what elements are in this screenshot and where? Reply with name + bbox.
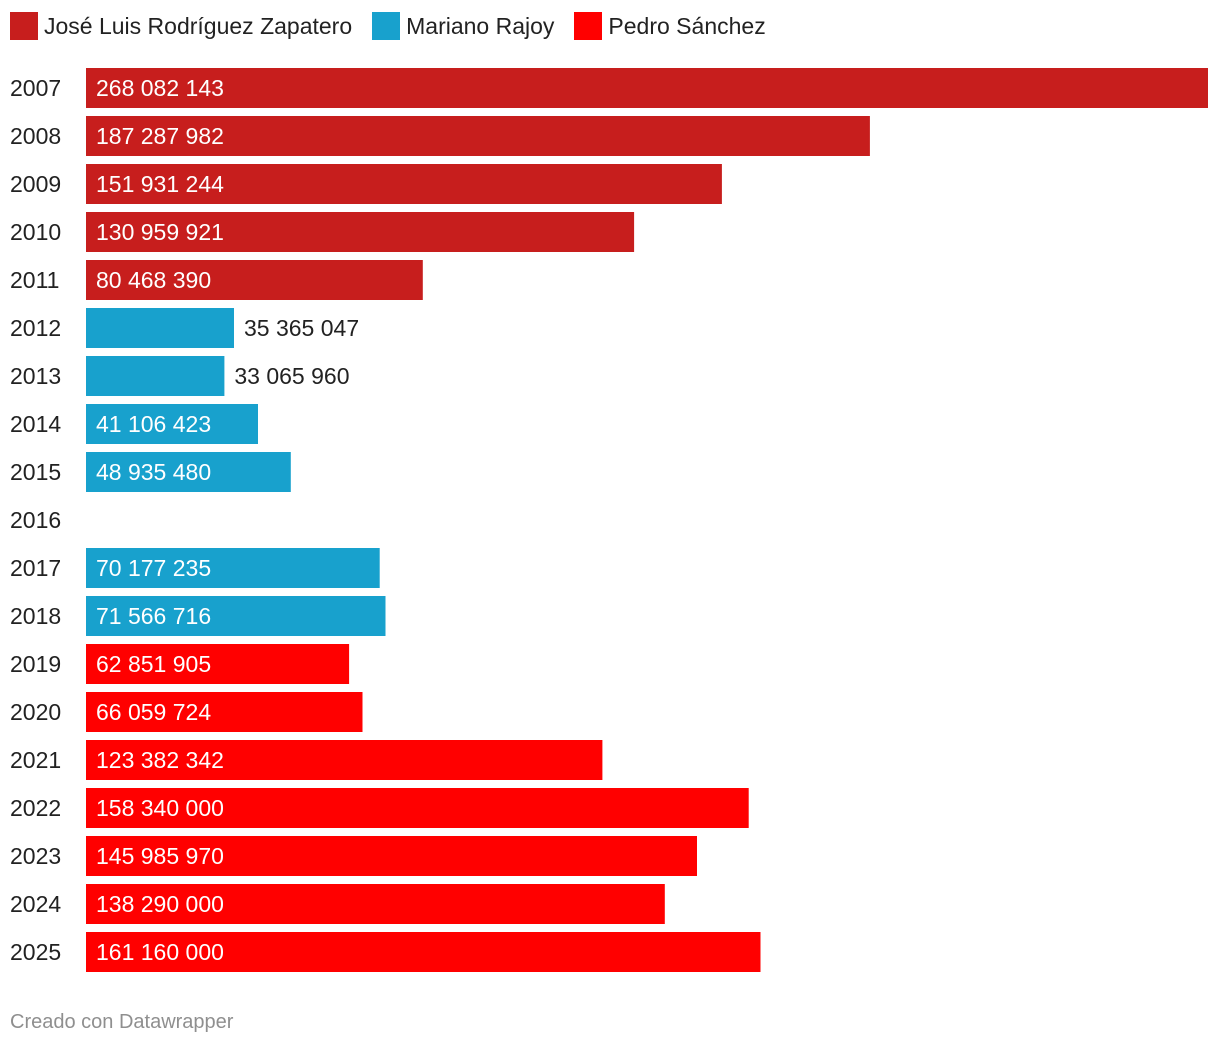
y-tick-label: 2009: [10, 171, 61, 197]
y-tick-label: 2014: [10, 411, 61, 437]
y-tick-label: 2023: [10, 843, 61, 869]
legend-swatch-rajoy: [372, 12, 401, 40]
legend-item-sanchez: Pedro Sánchez: [574, 12, 766, 40]
legend-swatch-sanchez: [574, 12, 603, 40]
data-label: 123 382 342: [96, 747, 224, 773]
chart-legend: José Luis Rodríguez Zapatero Mariano Raj…: [10, 10, 786, 42]
y-tick-label: 2007: [10, 75, 61, 101]
y-tick-label: 2018: [10, 603, 61, 629]
data-label: 33 065 960: [234, 363, 349, 389]
data-label: 161 160 000: [96, 939, 224, 965]
data-label: 151 931 244: [96, 171, 224, 197]
data-label: 268 082 143: [96, 75, 224, 101]
bar-chart: 2007 268 082 143 2008 187 287 982 2009 151 93…: [10, 68, 1208, 972]
y-tick-label: 2008: [10, 123, 61, 149]
bar: [86, 308, 234, 348]
y-tick-label: 2010: [10, 219, 61, 245]
data-label: 70 177 235: [96, 555, 211, 581]
data-label: 138 290 000: [96, 891, 224, 917]
bar: [86, 356, 225, 396]
bar: [86, 260, 423, 300]
y-tick-label: 2019: [10, 651, 61, 677]
bar: [86, 740, 603, 780]
y-tick-label: 2022: [10, 795, 61, 821]
data-label: 145 985 970: [96, 843, 224, 869]
data-label: 80 468 390: [96, 267, 211, 293]
y-tick-label: 2017: [10, 555, 61, 581]
legend-item-rajoy: Mariano Rajoy: [372, 12, 554, 40]
y-tick-label: 2015: [10, 459, 61, 485]
data-label: 62 851 905: [96, 651, 211, 677]
y-tick-label: 2025: [10, 939, 61, 965]
bar: [86, 932, 761, 972]
y-tick-label: 2011: [10, 267, 59, 293]
y-tick-label: 2016: [10, 507, 61, 533]
bar: [86, 836, 697, 876]
bar: [86, 68, 1208, 108]
data-label: 35 365 047: [244, 315, 359, 341]
data-label: 158 340 000: [96, 795, 224, 821]
data-label: 130 959 921: [96, 219, 224, 245]
data-label: 41 106 423: [96, 411, 211, 437]
legend-label-zapatero: José Luis Rodríguez Zapatero: [44, 12, 353, 39]
legend-swatch-zapatero: [10, 12, 38, 40]
bar: [86, 692, 363, 732]
bar: [86, 596, 386, 636]
y-tick-label: 2013: [10, 363, 61, 389]
data-label: 71 566 716: [96, 603, 211, 629]
bar: [86, 212, 635, 252]
legend-label-rajoy: Mariano Rajoy: [406, 12, 555, 39]
bar: [86, 884, 665, 924]
data-label: 187 287 982: [96, 123, 224, 149]
y-tick-label: 2021: [10, 747, 61, 773]
bar: [86, 788, 749, 828]
data-label: 48 935 480: [96, 459, 211, 485]
footer-credit: Creado con Datawrapper: [10, 1011, 234, 1033]
data-label: 66 059 724: [96, 699, 211, 725]
bar: [86, 548, 380, 588]
y-tick-label: 2024: [10, 891, 61, 917]
legend-label-sanchez: Pedro Sánchez: [608, 12, 766, 39]
y-tick-label: 2012: [10, 315, 61, 341]
bar: [86, 452, 291, 492]
y-tick-label: 2020: [10, 699, 61, 725]
bar: [86, 164, 722, 204]
legend-item-zapatero: José Luis Rodríguez Zapatero: [10, 12, 352, 40]
bar: [86, 116, 870, 156]
bar: [86, 404, 258, 444]
bar: [86, 644, 350, 684]
